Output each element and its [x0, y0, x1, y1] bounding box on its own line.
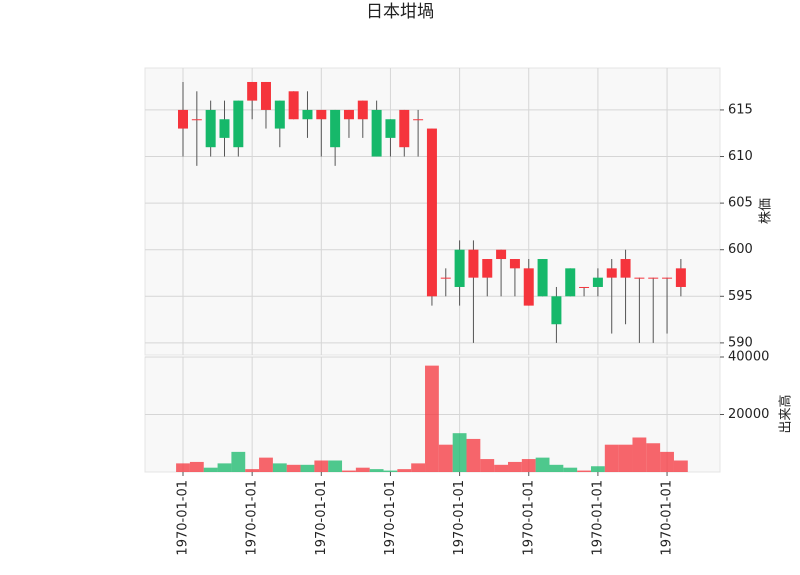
candle-body [343, 109, 354, 120]
volume-bar [660, 451, 674, 472]
y-tick-label: 610 [728, 149, 753, 164]
volume-bar [203, 467, 218, 472]
x-tick-label: 1970-01-01 [452, 480, 467, 556]
volume-bar [590, 466, 605, 472]
candle-body [371, 109, 382, 157]
volume-bar [245, 469, 260, 472]
x-tick-label: 1970-01-01 [590, 480, 605, 556]
candle-body [413, 119, 424, 121]
volume-bar [342, 470, 356, 472]
candle-body [482, 259, 493, 278]
candle-body [634, 277, 645, 279]
volume-bar [521, 459, 536, 472]
x-tick-label: 1970-01-01 [245, 480, 260, 556]
volume-bar [300, 464, 315, 472]
chart-title: 日本坩堝 [366, 2, 434, 22]
candle-body [399, 109, 410, 148]
candle-body [288, 91, 299, 120]
volume-bar [189, 461, 204, 472]
candle-body [662, 277, 673, 279]
candle-body [606, 268, 617, 278]
volume-bar [673, 460, 688, 472]
volume-bar [632, 437, 647, 472]
candle-body [592, 277, 603, 287]
volume-bar [577, 470, 591, 472]
volume-bar [411, 463, 426, 472]
candle-body [551, 296, 562, 325]
y-tick-label: 600 [728, 242, 753, 257]
volume-bar [508, 461, 522, 472]
candle-body [523, 268, 534, 306]
candle-body [178, 109, 188, 129]
x-tick-label: 1970-01-01 [383, 480, 398, 556]
candle-body [247, 81, 258, 101]
volume-bar [397, 469, 412, 472]
candle-body [302, 109, 313, 120]
candle-body [219, 119, 230, 138]
volume-bar [480, 459, 495, 472]
candle-body [620, 259, 631, 278]
candle-body [260, 81, 271, 110]
candle-body [357, 100, 368, 120]
candle-body [426, 128, 437, 297]
y-tick-label: 615 [728, 102, 753, 117]
y-tick-label: 590 [728, 335, 753, 350]
volume-bar [425, 365, 439, 472]
candle-body [205, 109, 216, 148]
candle-body [565, 268, 576, 297]
volume-bar [383, 470, 398, 472]
volume-bar [328, 460, 343, 472]
candle-body [537, 259, 548, 297]
x-tick-label: 1970-01-01 [176, 480, 191, 556]
volume-bar [452, 433, 467, 472]
y-axis-label: 株価 [759, 198, 774, 224]
volume-bar [535, 457, 550, 472]
volume-bar [438, 444, 453, 472]
candle-body [496, 249, 507, 260]
volume-bar [466, 438, 481, 472]
candle-body [330, 109, 341, 148]
volume-bar [314, 460, 329, 472]
candle-body [454, 249, 465, 287]
volume-bar [604, 444, 619, 472]
volume-bar [646, 443, 661, 472]
volume-axis-label: 出来高 [778, 394, 794, 433]
volume-bar [369, 469, 384, 472]
volume-bar [549, 464, 564, 472]
volume-bar [217, 463, 232, 472]
volume-bar [176, 463, 190, 472]
volume-bar [563, 467, 578, 472]
candle-body [675, 268, 686, 287]
volume-bar [618, 444, 633, 472]
candle-body [509, 259, 520, 269]
y-tick-label: 605 [728, 196, 753, 211]
volume-tick-label: 40000 [728, 350, 769, 365]
candle-body [385, 119, 396, 138]
volume-bar [259, 457, 273, 472]
volume-bar [231, 451, 246, 472]
x-tick-label: 1970-01-01 [521, 480, 536, 556]
candle-body [579, 286, 590, 288]
volume-bar [286, 464, 301, 472]
candle-body [316, 109, 327, 120]
volume-bar [355, 467, 370, 472]
candle-body [274, 100, 285, 129]
x-tick-label: 1970-01-01 [660, 480, 675, 556]
x-tick-label: 1970-01-01 [314, 480, 329, 556]
candle-body [648, 277, 659, 279]
volume-tick-label: 20000 [728, 407, 769, 422]
volume-bar [272, 463, 287, 472]
candle-body [440, 277, 451, 279]
candle-body [233, 100, 244, 148]
volume-bar [494, 464, 509, 472]
candle-body [191, 119, 202, 121]
candle-body [468, 249, 479, 278]
y-tick-label: 595 [728, 289, 753, 304]
